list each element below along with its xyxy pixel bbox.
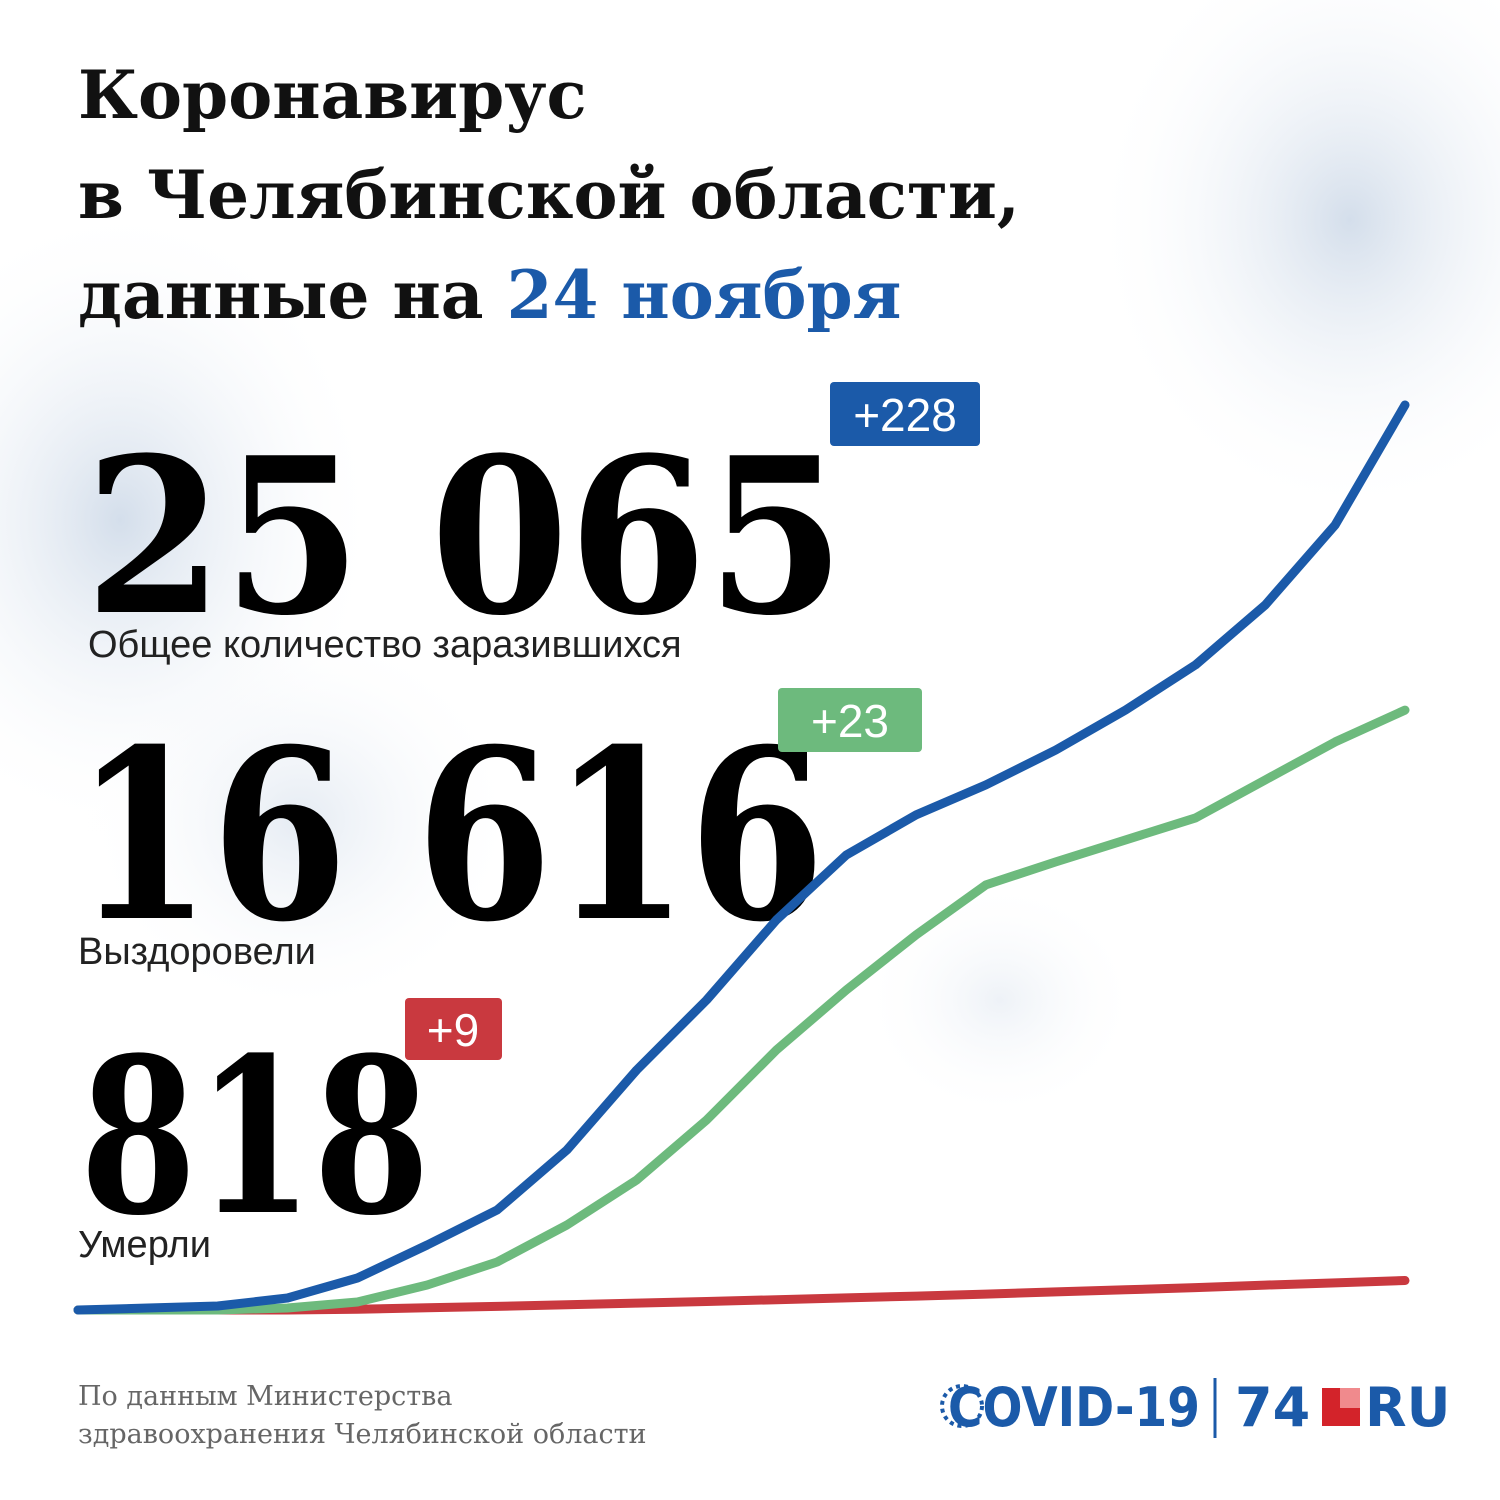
stat-value: 25 065 bbox=[85, 410, 845, 663]
badge-text: +9 bbox=[427, 1004, 479, 1056]
badge-text: +228 bbox=[853, 389, 957, 441]
title-date: 24 ноября bbox=[507, 256, 902, 334]
badge bbox=[405, 998, 502, 1060]
background bbox=[0, 0, 1500, 1120]
title-line: Коронавирус bbox=[78, 56, 587, 134]
series-line bbox=[73, 705, 1410, 1315]
stat-value: 16 616 bbox=[75, 698, 825, 974]
source: здравоохранения Челябинской области bbox=[78, 1419, 647, 1450]
stat-value: 818 bbox=[80, 1010, 430, 1263]
badge bbox=[830, 382, 980, 446]
title-line: данные на bbox=[78, 256, 507, 334]
source: По данным Министерства bbox=[78, 1381, 452, 1412]
logo-covid: COVID-19 bbox=[948, 1376, 1200, 1439]
logo-square bbox=[1340, 1408, 1360, 1426]
logo-virus bbox=[940, 1384, 984, 1428]
logo-domain: RU bbox=[1365, 1376, 1450, 1439]
stat-label: Выздоровели bbox=[78, 931, 316, 973]
logo-square bbox=[1322, 1388, 1340, 1426]
stat-label: Умерли bbox=[78, 1224, 211, 1266]
badge bbox=[778, 688, 922, 752]
plot bbox=[73, 400, 1410, 1315]
title-line: в Челябинской области, bbox=[78, 156, 1020, 234]
badge-text: +23 bbox=[811, 695, 889, 747]
stat-label: Общее количество заразившихся bbox=[88, 624, 682, 666]
logo-square bbox=[1340, 1388, 1360, 1408]
logo-site: 74 bbox=[1235, 1376, 1310, 1439]
title-line: данные на 24 ноября bbox=[78, 256, 901, 334]
series-line bbox=[73, 400, 1410, 1315]
